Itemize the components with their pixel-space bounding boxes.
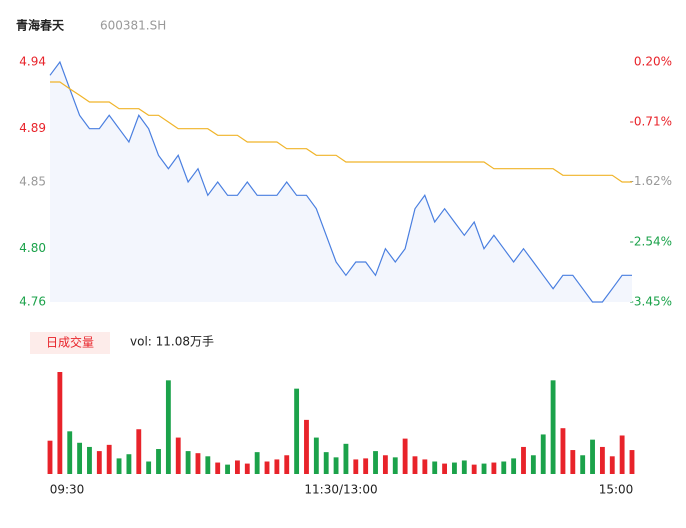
volume-bar [116,458,122,474]
volume-bar [511,458,517,474]
volume-badge: 日成交量 [46,335,94,350]
volume-bar [432,461,438,474]
volume-bar [550,380,556,474]
price-area [50,62,632,302]
volume-bar [304,419,309,474]
volume-bar [67,431,73,474]
volume-bar [106,444,112,474]
x-tick-label: 09:30 [50,483,85,497]
x-tick-label: 15:00 [599,483,634,497]
volume-bar [87,446,92,474]
volume-bar [491,462,497,474]
volume-bar [244,463,250,474]
volume-bar [274,459,280,474]
volume-bar [126,454,132,474]
volume-bar [501,461,507,474]
stock-code: 600381.SH [100,19,166,33]
volume-bar [136,429,142,474]
y2-tick-label: -3.45% [630,295,672,309]
volume-bar [471,464,477,474]
volume-bar [254,452,260,474]
y-tick-label: 4.80 [19,241,46,255]
volume-bar [294,388,300,474]
stock-name: 青海春天 [16,18,65,33]
volume-bar [225,464,230,474]
y-tick-label: 4.76 [19,295,46,309]
y-tick-label: 4.89 [19,121,46,135]
volume-bar [619,435,625,474]
volume-bar [452,462,457,474]
volume-bar [363,458,369,474]
volume-bar [353,459,359,474]
badge-bg [30,332,110,354]
volume-bar [629,450,635,474]
volume-bar [461,460,467,474]
volume-bar [570,450,576,474]
y-tick-label: 4.94 [19,55,46,69]
volume-bar [442,463,448,474]
volume-bar [422,459,428,474]
volume-bar [57,372,63,474]
volume-total: vol: 11.08万手 [130,335,214,349]
volume-bar [195,453,201,474]
x-tick-label: 11:30/13:00 [304,483,377,497]
y2-tick-label: 0.20% [634,55,672,69]
volume-bar [560,428,566,474]
volume-bar [146,461,152,474]
volume-bar [599,446,605,474]
volume-bar [205,456,211,474]
volume-bar [47,440,53,474]
volume-bar [530,455,536,474]
volume-bar [580,455,586,474]
y2-tick-label: -2.54% [630,235,672,249]
volume-bar [185,451,191,474]
volume-bar [264,461,270,474]
volume-bar [313,437,319,474]
price-line [49,60,632,303]
volume-bar [96,451,102,474]
volume-bar [590,439,595,474]
y-tick-label: 4.85 [19,175,46,189]
volume-bar [77,442,83,474]
volume-bar [382,455,388,474]
volume-bar [402,438,408,474]
volume-bar [412,456,418,474]
y2-tick-label: -1.62% [630,174,672,188]
volume-bar [165,380,171,474]
volume-bar [234,460,240,474]
volume-bar [175,437,181,474]
y2-tick-label: -0.71% [630,114,672,128]
volume-bar [284,455,290,474]
volume-bar [215,462,221,474]
volume-bar [373,451,378,474]
volume-bar [540,434,546,474]
volume-bar [609,456,615,474]
volume-bar [481,463,487,474]
volume-bar [521,446,526,474]
volume-bar [343,443,349,474]
volume-bar [333,457,339,474]
volume-bar [392,457,398,474]
avg-line [50,81,632,183]
volume-bar [323,452,329,474]
volume-bar [156,449,161,474]
